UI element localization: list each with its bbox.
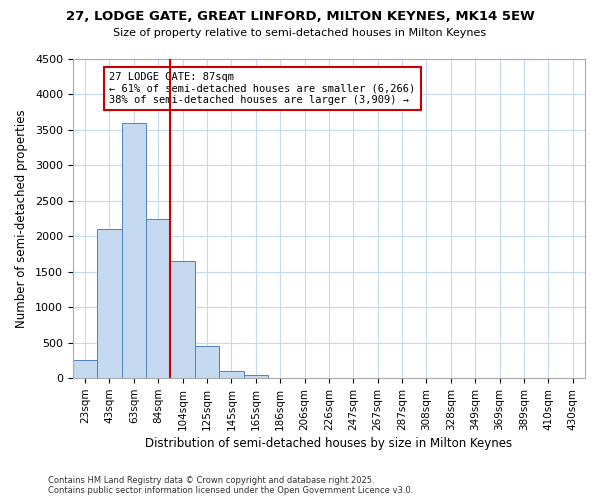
Text: 27 LODGE GATE: 87sqm
← 61% of semi-detached houses are smaller (6,266)
38% of se: 27 LODGE GATE: 87sqm ← 61% of semi-detac… bbox=[109, 72, 416, 105]
Text: Size of property relative to semi-detached houses in Milton Keynes: Size of property relative to semi-detach… bbox=[113, 28, 487, 38]
Bar bbox=[219, 371, 244, 378]
Bar bbox=[146, 218, 170, 378]
Text: 27, LODGE GATE, GREAT LINFORD, MILTON KEYNES, MK14 5EW: 27, LODGE GATE, GREAT LINFORD, MILTON KE… bbox=[65, 10, 535, 23]
Bar bbox=[170, 261, 195, 378]
Y-axis label: Number of semi-detached properties: Number of semi-detached properties bbox=[15, 110, 28, 328]
Bar bbox=[73, 360, 97, 378]
Bar bbox=[97, 229, 122, 378]
Text: Contains HM Land Registry data © Crown copyright and database right 2025.
Contai: Contains HM Land Registry data © Crown c… bbox=[48, 476, 413, 495]
Bar bbox=[122, 123, 146, 378]
X-axis label: Distribution of semi-detached houses by size in Milton Keynes: Distribution of semi-detached houses by … bbox=[145, 437, 512, 450]
Bar bbox=[244, 374, 268, 378]
Bar bbox=[195, 346, 219, 378]
